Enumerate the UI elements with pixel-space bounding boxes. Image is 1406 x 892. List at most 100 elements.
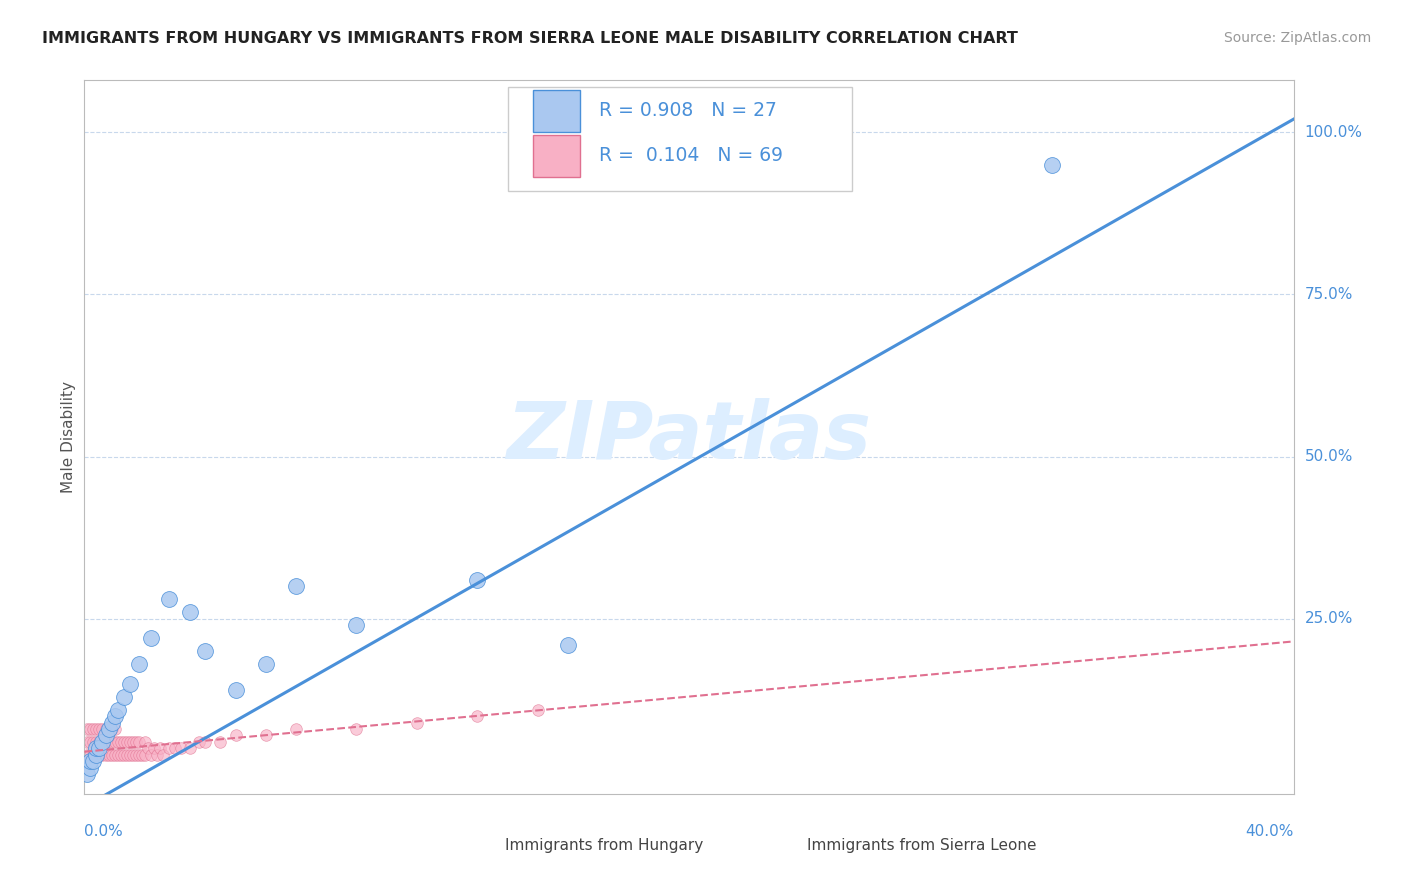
Point xyxy=(152,747,174,762)
Point xyxy=(225,729,247,743)
Point xyxy=(94,747,117,762)
Text: Immigrants from Sierra Leone: Immigrants from Sierra Leone xyxy=(807,838,1038,853)
Point xyxy=(94,722,117,736)
Point xyxy=(112,735,135,749)
Point xyxy=(104,735,127,749)
Point xyxy=(79,735,101,749)
Point xyxy=(82,755,104,769)
Point xyxy=(467,709,489,723)
Point xyxy=(104,722,127,736)
Point xyxy=(86,747,108,762)
Point xyxy=(82,722,104,736)
Point xyxy=(104,709,127,723)
Point xyxy=(100,747,122,762)
Point xyxy=(91,735,114,749)
Point xyxy=(91,722,114,736)
Point xyxy=(91,735,114,749)
Point xyxy=(284,722,308,736)
Text: ZIPatlas: ZIPatlas xyxy=(506,398,872,476)
Text: R = 0.908   N = 27: R = 0.908 N = 27 xyxy=(599,101,778,120)
Point xyxy=(163,741,186,756)
FancyBboxPatch shape xyxy=(508,87,852,191)
Point xyxy=(131,747,153,762)
Point xyxy=(89,735,111,749)
FancyBboxPatch shape xyxy=(533,135,581,177)
Point xyxy=(110,747,132,762)
Point xyxy=(110,735,132,749)
Text: 50.0%: 50.0% xyxy=(1305,449,1353,464)
Point xyxy=(97,722,120,736)
Point xyxy=(134,735,156,749)
Point xyxy=(97,735,120,749)
Point xyxy=(79,761,101,775)
Point xyxy=(89,741,111,756)
Point xyxy=(157,741,180,756)
Point xyxy=(118,735,141,749)
Point xyxy=(284,579,308,593)
Point xyxy=(118,676,141,690)
Point xyxy=(76,722,98,736)
Point xyxy=(79,755,101,769)
Point xyxy=(97,747,120,762)
Point xyxy=(136,741,159,756)
Point xyxy=(1040,158,1063,172)
Text: 75.0%: 75.0% xyxy=(1305,287,1353,301)
Point xyxy=(157,592,180,607)
Point xyxy=(107,735,129,749)
Text: Source: ZipAtlas.com: Source: ZipAtlas.com xyxy=(1223,31,1371,45)
FancyBboxPatch shape xyxy=(533,89,581,132)
Point xyxy=(121,747,143,762)
Point xyxy=(89,722,111,736)
Point xyxy=(89,747,111,762)
Point xyxy=(179,605,201,619)
Point xyxy=(146,747,169,762)
Point xyxy=(86,735,108,749)
Point xyxy=(139,747,162,762)
Point xyxy=(79,722,101,736)
Point xyxy=(104,747,127,762)
Point xyxy=(346,722,368,736)
Point xyxy=(194,735,217,749)
Point xyxy=(97,722,120,736)
Point xyxy=(149,741,172,756)
Text: 25.0%: 25.0% xyxy=(1305,611,1353,626)
Point xyxy=(179,741,201,756)
Point xyxy=(86,747,108,762)
Point xyxy=(115,735,138,749)
Point xyxy=(128,747,150,762)
Point xyxy=(406,715,429,730)
Point xyxy=(94,735,117,749)
Text: 0.0%: 0.0% xyxy=(84,824,124,839)
Point xyxy=(139,631,162,645)
Point xyxy=(557,638,579,652)
Point xyxy=(254,729,277,743)
Text: R =  0.104   N = 69: R = 0.104 N = 69 xyxy=(599,146,783,165)
Y-axis label: Male Disability: Male Disability xyxy=(60,381,76,493)
Point xyxy=(225,683,247,698)
Point xyxy=(254,657,277,672)
Point xyxy=(86,741,108,756)
FancyBboxPatch shape xyxy=(439,828,489,863)
Point xyxy=(467,573,489,587)
Point xyxy=(112,690,135,704)
Text: Immigrants from Hungary: Immigrants from Hungary xyxy=(505,838,703,853)
Point xyxy=(128,735,150,749)
Point xyxy=(100,715,122,730)
Point xyxy=(125,735,148,749)
Text: 100.0%: 100.0% xyxy=(1305,125,1362,140)
Point xyxy=(107,702,129,716)
Point xyxy=(121,735,143,749)
Point xyxy=(128,657,150,672)
Point xyxy=(82,735,104,749)
Point xyxy=(76,735,98,749)
Point xyxy=(100,722,122,736)
Point xyxy=(86,722,108,736)
Point xyxy=(82,747,104,762)
Point xyxy=(100,735,122,749)
Point xyxy=(194,644,217,658)
FancyBboxPatch shape xyxy=(741,828,792,863)
Point xyxy=(91,747,114,762)
Point xyxy=(125,747,148,762)
Point xyxy=(526,702,548,716)
Point xyxy=(112,747,135,762)
